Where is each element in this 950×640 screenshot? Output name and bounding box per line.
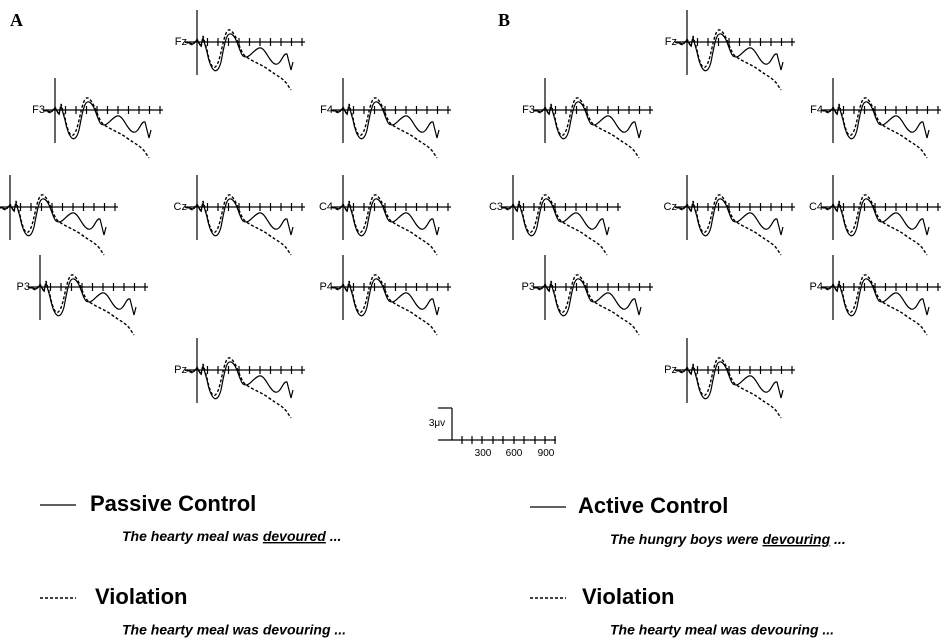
electrode: Cz (174, 175, 305, 256)
axis-ticks (522, 203, 619, 211)
legend-label: Passive Control (90, 491, 256, 516)
axis-ticks (696, 366, 793, 374)
waveform-dashed (330, 274, 438, 336)
axis-ticks (842, 106, 939, 114)
electrode: P3 (522, 255, 653, 336)
waveform-dashed (674, 357, 782, 419)
waveform-dashed (532, 274, 640, 336)
axis-ticks (64, 106, 161, 114)
electrode: P3 (17, 255, 148, 336)
electrode: Pz (664, 338, 795, 419)
axis-ticks (206, 366, 303, 374)
electrode: F3 (32, 78, 163, 159)
electrode: F3 (522, 78, 653, 159)
electrode: Pz (174, 338, 305, 419)
scale-label: 3μv (429, 418, 445, 429)
scale-bar: 3μv 300 600 900 (429, 407, 556, 459)
waveform-dashed (532, 97, 640, 159)
electrode-label: C4 (809, 201, 823, 213)
legend-label: Violation (95, 584, 188, 609)
electrode-label: P4 (810, 281, 823, 293)
electrode-label: Cz (664, 201, 677, 213)
scale-label: 300 (475, 448, 492, 459)
axis-ticks (842, 283, 939, 291)
waveform-dashed (820, 97, 928, 159)
sentence: The hearty meal was devouring ... (122, 622, 346, 638)
electrode-label: Fz (175, 36, 187, 48)
waveform-dashed (42, 97, 150, 159)
electrode-label: Cz (174, 201, 187, 213)
axis-ticks (554, 283, 651, 291)
waveform-dashed (330, 97, 438, 159)
electrode-label: P4 (320, 281, 333, 293)
axis-ticks (842, 203, 939, 211)
waveform-dashed (674, 194, 782, 256)
electrode-label: F4 (320, 104, 333, 116)
electrode: Cz (664, 175, 795, 256)
waveform-dashed (184, 194, 292, 256)
electrode-label: P3 (522, 281, 535, 293)
electrode: F4 (810, 78, 941, 159)
electrode-label: F3 (32, 104, 45, 116)
electrode-label: C4 (319, 201, 333, 213)
axis-ticks (206, 203, 303, 211)
waveform-dashed (674, 29, 782, 91)
axis-ticks (352, 283, 449, 291)
electrode: P4 (810, 255, 941, 336)
axis-ticks (554, 106, 651, 114)
legend: Passive Control The hearty meal was devo… (40, 491, 846, 638)
electrode-label: C3 (489, 201, 503, 213)
waveform-dashed (500, 194, 608, 256)
legend-label: Active Control (578, 493, 728, 518)
waveform-dashed (184, 357, 292, 419)
sentence: The hearty meal was devouring ... (610, 622, 834, 638)
electrode-label: Pz (174, 364, 187, 376)
axis-ticks (19, 203, 116, 211)
scale-label: 600 (506, 448, 523, 459)
electrode-label: Fz (665, 36, 677, 48)
waveform-dashed (820, 274, 928, 336)
axis-ticks (352, 106, 449, 114)
electrode: C3 (489, 175, 621, 256)
electrode-label: P3 (17, 281, 30, 293)
waveform-dashed (330, 194, 438, 256)
axis-ticks (696, 203, 793, 211)
waveform-dashed (184, 29, 292, 91)
electrode-label: F4 (810, 104, 823, 116)
electrode: Fz (175, 10, 305, 91)
electrode-label: F3 (522, 104, 535, 116)
electrode: C4 (319, 175, 451, 256)
waveforms: Fz F3 F4 C3 Cz C4 P3 P4 Pz Fz F3 F4 C3 Cz C4 P3 P4 Pz (0, 10, 941, 419)
scale-label: 900 (538, 448, 555, 459)
electrode: F4 (320, 78, 451, 159)
electrode: P4 (320, 255, 451, 336)
panel-label: A (10, 10, 23, 30)
electrode: C4 (809, 175, 941, 256)
axis-ticks (696, 38, 793, 46)
axis-ticks (206, 38, 303, 46)
axis-ticks (49, 283, 146, 291)
sentence: The hearty meal was devoured ... (122, 528, 341, 544)
electrode: Fz (665, 10, 795, 91)
electrode-label: Pz (664, 364, 677, 376)
waveform-dashed (27, 274, 135, 336)
legend-label: Violation (582, 584, 675, 609)
sentence: The hungry boys were devouring ... (610, 531, 846, 547)
waveform-dashed (820, 194, 928, 256)
axis-ticks (352, 203, 449, 211)
panel-label: B (498, 10, 510, 30)
electrode: C3 (0, 175, 118, 256)
